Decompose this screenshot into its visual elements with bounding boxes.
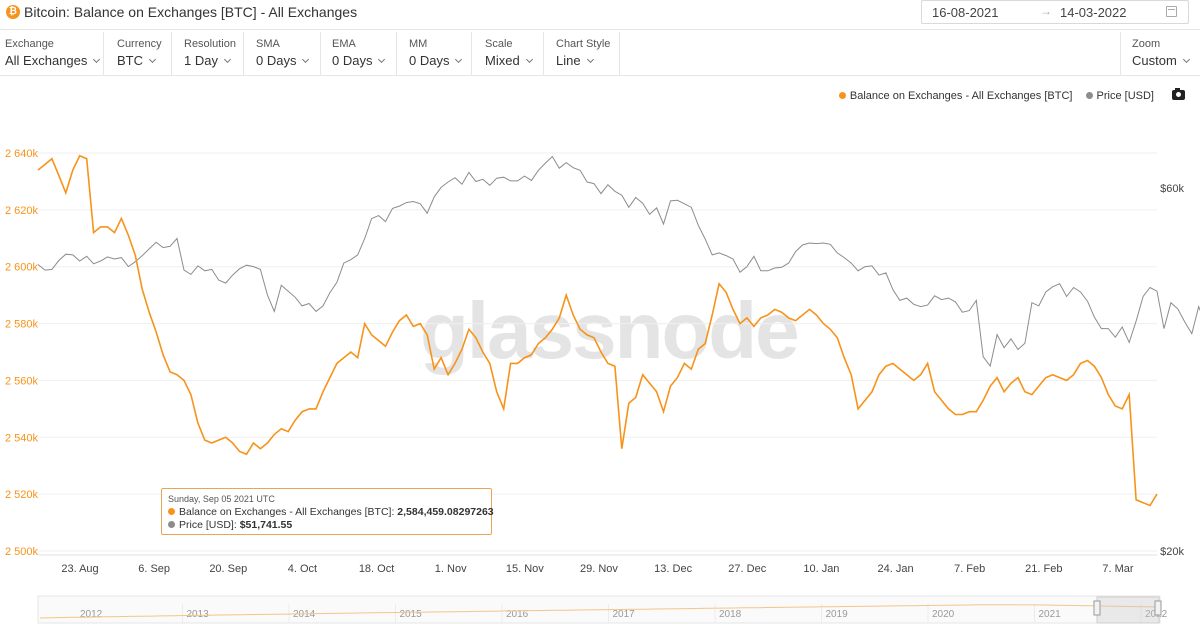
currency-label: Currency bbox=[117, 38, 162, 50]
mm-label: MM bbox=[409, 38, 428, 50]
chart-header: ₿ Bitcoin: Balance on Exchanges [BTC] - … bbox=[0, 0, 1200, 30]
legend-item-balance[interactable]: Balance on Exchanges - All Exchanges [BT… bbox=[838, 90, 1072, 102]
y-tick-label-left: 2 560k bbox=[5, 375, 39, 387]
x-tick-label: 20. Sep bbox=[209, 563, 247, 575]
x-axis: 23. Aug 6. Sep 20. Sep 4. Oct 18. Oct 1. Nov 1… bbox=[61, 563, 1134, 575]
y-tick-label-left: 2 600k bbox=[5, 262, 39, 274]
x-tick-label: 21. Feb bbox=[1025, 563, 1062, 575]
y-tick-label-left: 2 520k bbox=[5, 489, 39, 501]
y-tick-label-left: 2 640k bbox=[5, 148, 39, 160]
navigator-year-label: 2019 bbox=[826, 609, 849, 620]
x-tick-label: 27. Dec bbox=[728, 563, 766, 575]
resolution-value[interactable]: 1 Day bbox=[184, 53, 232, 68]
ema-label: EMA bbox=[332, 38, 356, 50]
arrow-right-icon: → bbox=[1040, 4, 1052, 18]
x-tick-label: 29. Nov bbox=[580, 563, 618, 575]
chart-tooltip: Sunday, Sep 05 2021 UTC Balance on Excha… bbox=[161, 488, 494, 535]
x-tick-label: 1. Nov bbox=[435, 563, 467, 575]
navigator-year-label: 2016 bbox=[506, 609, 529, 620]
ema-value[interactable]: 0 Days bbox=[332, 53, 386, 68]
y-tick-label-left: 2 580k bbox=[5, 319, 39, 331]
scale-select[interactable]: Scale Mixed bbox=[480, 32, 544, 75]
exchange-value[interactable]: All Exchanges bbox=[5, 53, 101, 68]
legend-dot bbox=[1085, 92, 1093, 99]
navigator-trace bbox=[39, 604, 1159, 619]
y-tick-label-right: $20k bbox=[1160, 546, 1184, 558]
price-series-line bbox=[37, 155, 1200, 368]
y-tick-label-left: 2 540k bbox=[5, 432, 39, 444]
x-tick-label: 4. Oct bbox=[288, 563, 317, 575]
x-tick-label: 15. Nov bbox=[506, 563, 544, 575]
date-to-input[interactable]: 14-03-2022 bbox=[1060, 5, 1127, 20]
tooltip-date: Sunday, Sep 05 2021 UTC bbox=[168, 494, 275, 504]
sma-label: SMA bbox=[256, 38, 280, 50]
legend-item-price[interactable]: Price [USD] bbox=[1085, 90, 1154, 102]
x-tick-label: 10. Jan bbox=[803, 563, 839, 575]
y-axis-left: 2 640k 2 620k 2 600k 2 580k 2 560k 2 540k 2 52… bbox=[5, 148, 39, 558]
y-tick-label-left: 2 620k bbox=[5, 205, 39, 217]
camera-icon[interactable] bbox=[1172, 88, 1185, 100]
tooltip-balance-row: Balance on Exchanges - All Exchanges [BT… bbox=[168, 506, 494, 518]
x-tick-label: 7. Feb bbox=[954, 563, 985, 575]
tooltip-dot bbox=[168, 508, 175, 515]
page-title: Bitcoin: Balance on Exchanges [BTC] - Al… bbox=[24, 4, 358, 20]
x-tick-label: 6. Sep bbox=[138, 563, 170, 575]
navigator-year-label: 2020 bbox=[932, 609, 955, 620]
ema-select[interactable]: EMA 0 Days bbox=[327, 32, 397, 75]
chart-legend: Balance on Exchanges - All Exchanges [BT… bbox=[829, 90, 1154, 102]
mm-select[interactable]: MM 0 Days bbox=[404, 32, 472, 75]
navigator-selection bbox=[1096, 596, 1160, 624]
exchange-select[interactable]: Exchange All Exchanges bbox=[0, 32, 104, 75]
legend-dot bbox=[838, 92, 846, 99]
tooltip-price-row: Price [USD]: $51,741.55 bbox=[168, 519, 292, 531]
currency-value[interactable]: BTC bbox=[117, 53, 157, 68]
x-tick-label: 24. Jan bbox=[877, 563, 913, 575]
watermark: glassnode bbox=[420, 286, 800, 375]
resolution-label: Resolution bbox=[184, 38, 236, 50]
navigator-year-label: 2013 bbox=[187, 609, 210, 620]
x-tick-label: 18. Oct bbox=[359, 563, 394, 575]
y-tick-label-left: 2 500k bbox=[5, 546, 39, 558]
navigator-year-label: 2014 bbox=[293, 609, 316, 620]
zoom-select[interactable]: Zoom Custom bbox=[1120, 32, 1200, 75]
chart-style-label: Chart Style bbox=[556, 38, 611, 50]
chart-style-select[interactable]: Chart Style Line bbox=[551, 32, 620, 75]
navigator-year-label: 2015 bbox=[400, 609, 423, 620]
balance-series-line bbox=[37, 154, 1158, 507]
mm-value[interactable]: 0 Days bbox=[409, 53, 463, 68]
navigator-handle-right bbox=[1154, 600, 1162, 616]
navigator-year-label: 2017 bbox=[613, 609, 636, 620]
currency-select[interactable]: Currency BTC bbox=[112, 32, 172, 75]
tooltip-dot bbox=[168, 521, 175, 528]
navigator-handle-left bbox=[1093, 600, 1101, 616]
x-tick-label: 7. Mar bbox=[1102, 563, 1134, 575]
date-range-picker[interactable]: 16-08-2021 → 14-03-2022 bbox=[921, 0, 1189, 24]
sma-select[interactable]: SMA 0 Days bbox=[251, 32, 321, 75]
bitcoin-icon: ₿ bbox=[6, 5, 20, 19]
sma-value[interactable]: 0 Days bbox=[256, 53, 310, 68]
x-tick-label: 23. Aug bbox=[61, 563, 98, 575]
scale-label: Scale bbox=[485, 38, 513, 50]
navigator-year-label: 2021 bbox=[1039, 609, 1062, 620]
y-tick-label-right: $60k bbox=[1160, 183, 1184, 195]
scale-value[interactable]: Mixed bbox=[485, 53, 533, 68]
range-navigator[interactable]: 2012 2013 2014 2015 2016 2017 2018 2019 2020 2021… bbox=[37, 595, 1168, 624]
date-from-input[interactable]: 16-08-2021 bbox=[932, 5, 999, 20]
chart-style-value[interactable]: Line bbox=[556, 53, 594, 68]
resolution-select[interactable]: Resolution 1 Day bbox=[179, 32, 244, 75]
calendar-icon[interactable] bbox=[1166, 6, 1177, 17]
exchange-label: Exchange bbox=[5, 38, 54, 50]
navigator-year-label: 2012 bbox=[80, 609, 103, 620]
zoom-label: Zoom bbox=[1132, 38, 1161, 50]
navigator-year-label: 2018 bbox=[719, 609, 742, 620]
x-tick-label: 13. Dec bbox=[654, 563, 692, 575]
chart-toolbar: Exchange All Exchanges Currency BTC Reso… bbox=[0, 32, 1200, 76]
zoom-value[interactable]: Custom bbox=[1132, 53, 1190, 68]
y-axis-right: $60k $20k bbox=[1160, 183, 1184, 558]
